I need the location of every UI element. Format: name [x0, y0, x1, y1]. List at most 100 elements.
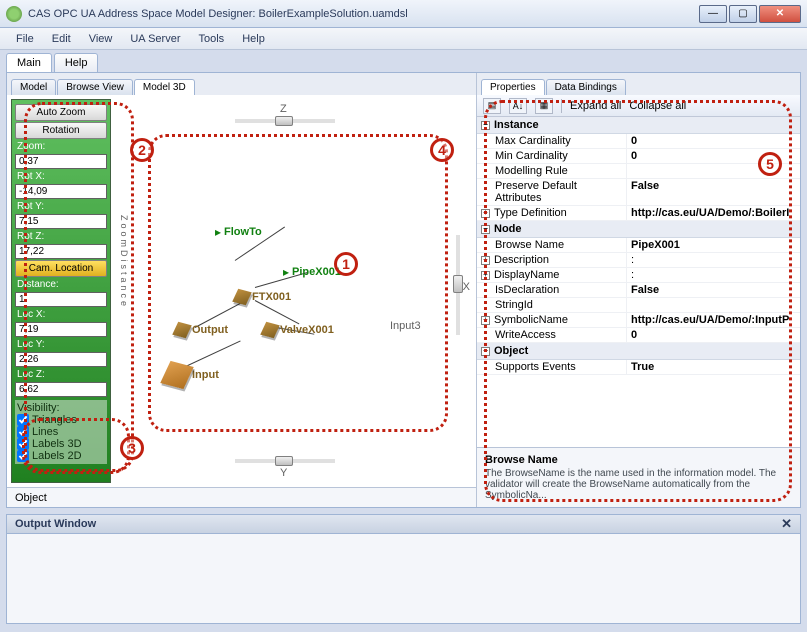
- triangles-label: Triangles: [32, 414, 77, 426]
- cat-node[interactable]: −Node: [477, 221, 800, 238]
- locx-input[interactable]: [15, 322, 107, 337]
- labels2d-checkbox[interactable]: [17, 450, 29, 462]
- menu-edit[interactable]: Edit: [44, 31, 79, 47]
- prop-string-id[interactable]: StringId: [477, 298, 627, 312]
- zoom-distance-label: ZoomDistance: [119, 215, 129, 309]
- node-input3: Input3: [390, 320, 421, 332]
- cam-location-button[interactable]: Cam. Location: [15, 260, 107, 277]
- locy-input[interactable]: [15, 352, 107, 367]
- categorized-button[interactable]: ▤: [483, 98, 501, 114]
- locz-label: Loc Z:: [15, 368, 107, 381]
- prop-supports-events[interactable]: Supports Events: [477, 360, 627, 374]
- tab-help[interactable]: Help: [54, 53, 99, 72]
- minimize-button[interactable]: —: [699, 5, 727, 23]
- prop-write-access[interactable]: WriteAccess: [477, 328, 627, 342]
- expand-all-button[interactable]: Expand all: [570, 100, 621, 112]
- roty-input[interactable]: [15, 214, 107, 229]
- model-3d-body: Auto Zoom Rotation Zoom: Rot X: Rot Y: R…: [7, 95, 476, 487]
- locy-label: Loc Y:: [15, 338, 107, 351]
- axis-z-label: Z: [280, 103, 287, 115]
- labels3d-label: Labels 3D: [32, 438, 82, 450]
- canvas-3d[interactable]: Z X Y ZoomDistance ▸ FlowTo: [115, 95, 476, 487]
- rotz-input[interactable]: [15, 244, 107, 259]
- prop-preserve-default[interactable]: Preserve Default Attributes: [477, 179, 627, 205]
- properties-button[interactable]: ▦: [535, 98, 553, 114]
- labels3d-checkbox[interactable]: [17, 438, 29, 450]
- locz-input[interactable]: [15, 382, 107, 397]
- prop-symbolic-name[interactable]: +SymbolicName: [477, 313, 627, 327]
- annotation-circle-2: 2: [130, 138, 154, 162]
- cat-object[interactable]: −Object: [477, 343, 800, 360]
- node-output[interactable]: Output: [175, 323, 228, 337]
- prop-browse-name[interactable]: Browse Name: [477, 238, 627, 252]
- collapse-all-button[interactable]: Collapse all: [629, 100, 686, 112]
- visibility-label: Visibility:: [17, 402, 60, 414]
- prop-max-cardinality[interactable]: Max Cardinality: [477, 134, 627, 148]
- tab-data-bindings[interactable]: Data Bindings: [546, 79, 626, 95]
- auto-zoom-button[interactable]: Auto Zoom: [15, 104, 107, 121]
- lines-checkbox[interactable]: [17, 426, 29, 438]
- cat-instance[interactable]: −Instance: [477, 117, 800, 134]
- distance-input[interactable]: [15, 292, 107, 307]
- menu-tools[interactable]: Tools: [191, 31, 233, 47]
- output-title-label: Output Window: [15, 518, 96, 530]
- visibility-panel: Visibility: Triangles Lines Labels 3D La…: [15, 400, 107, 464]
- main-tabs: Main Help: [0, 50, 807, 72]
- node-flowto[interactable]: ▸ FlowTo: [215, 225, 262, 239]
- prop-is-declaration[interactable]: IsDeclaration: [477, 283, 627, 297]
- maximize-button[interactable]: ▢: [729, 5, 757, 23]
- node-ftx001[interactable]: FTX001: [235, 290, 291, 304]
- property-tabs: Properties Data Bindings: [477, 73, 800, 95]
- tab-main[interactable]: Main: [6, 53, 52, 72]
- annotation-circle-5: 5: [758, 152, 782, 176]
- property-description: Browse Name The BrowseName is the name u…: [477, 447, 800, 507]
- tab-browse-view[interactable]: Browse View: [57, 79, 133, 95]
- slider-y[interactable]: [235, 459, 335, 463]
- menu-file[interactable]: File: [8, 31, 42, 47]
- menu-ua-server[interactable]: UA Server: [122, 31, 188, 47]
- output-window-header: Output Window ✕: [6, 514, 801, 534]
- node-pipex001[interactable]: ▸ PipeX001: [283, 265, 341, 279]
- output-window-body[interactable]: [6, 534, 801, 624]
- annotation-circle-3: 3: [120, 436, 144, 460]
- distance-label: Distance:: [15, 278, 107, 291]
- menu-help[interactable]: Help: [234, 31, 273, 47]
- property-grid: −Instance Max Cardinality0 Min Cardinali…: [477, 117, 800, 447]
- object-label: Object: [15, 492, 47, 504]
- roty-label: Rot Y:: [15, 200, 107, 213]
- axis-y-label: Y: [280, 467, 287, 479]
- prop-modelling-rule[interactable]: Modelling Rule: [477, 164, 627, 178]
- desc-title: Browse Name: [485, 454, 792, 466]
- node-valvex001[interactable]: ValveX001: [263, 323, 334, 337]
- tab-properties[interactable]: Properties: [481, 79, 545, 95]
- alphabetical-button[interactable]: A↓: [509, 98, 527, 114]
- rotation-button[interactable]: Rotation: [15, 122, 107, 139]
- prop-description[interactable]: +Description: [477, 253, 627, 267]
- menu-bar: File Edit View UA Server Tools Help: [0, 28, 807, 50]
- node-input[interactable]: Input: [165, 363, 219, 387]
- tab-model[interactable]: Model: [11, 79, 56, 95]
- prop-type-definition[interactable]: +Type Definition: [477, 206, 627, 220]
- prop-min-cardinality[interactable]: Min Cardinality: [477, 149, 627, 163]
- triangles-checkbox[interactable]: [17, 414, 29, 426]
- zoom-label: Zoom:: [15, 140, 107, 153]
- close-button[interactable]: ✕: [759, 5, 801, 23]
- right-pane: Properties Data Bindings ▤ A↓ ▦ Expand a…: [477, 73, 800, 507]
- labels2d-label: Labels 2D: [32, 450, 82, 462]
- controls-panel: Auto Zoom Rotation Zoom: Rot X: Rot Y: R…: [11, 99, 111, 483]
- app-icon: [6, 6, 22, 22]
- axis-x-label: X: [463, 281, 470, 293]
- output-close-button[interactable]: ✕: [781, 516, 792, 532]
- left-pane: Model Browse View Model 3D Auto Zoom Rot…: [7, 73, 477, 507]
- rotz-label: Rot Z:: [15, 230, 107, 243]
- zoom-input[interactable]: [15, 154, 107, 169]
- prop-display-name[interactable]: +DisplayName: [477, 268, 627, 282]
- menu-view[interactable]: View: [81, 31, 121, 47]
- annotation-circle-4: 4: [430, 138, 454, 162]
- lines-label: Lines: [32, 426, 58, 438]
- tab-model-3d[interactable]: Model 3D: [134, 79, 195, 95]
- slider-z[interactable]: [235, 119, 335, 123]
- rotx-input[interactable]: [15, 184, 107, 199]
- model-tabs: Model Browse View Model 3D: [7, 73, 476, 95]
- slider-x[interactable]: [456, 235, 460, 335]
